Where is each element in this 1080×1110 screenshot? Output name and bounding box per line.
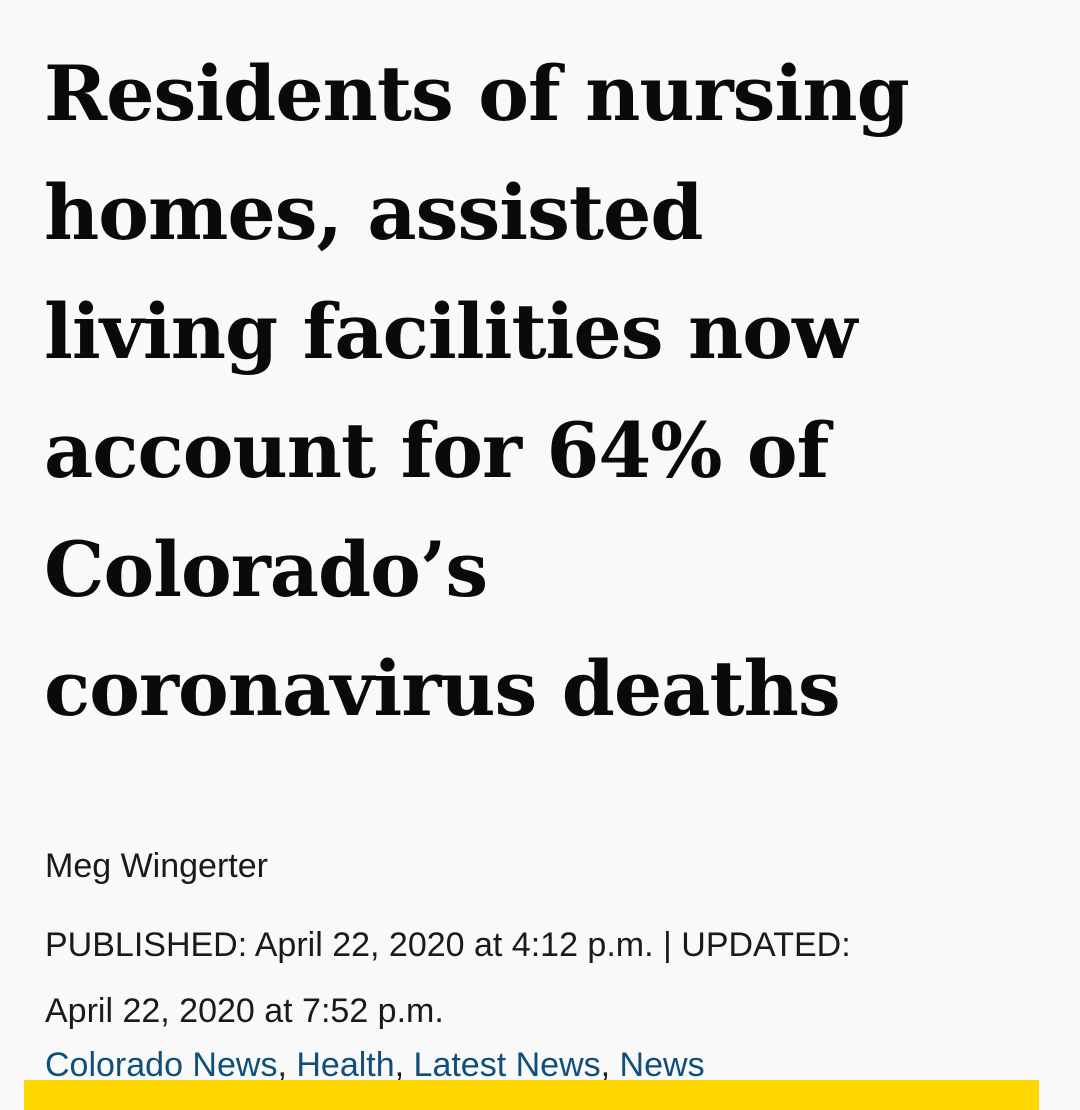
article-headline: Residents of nursing homes, assisted liv… bbox=[44, 34, 1044, 748]
accent-bar bbox=[24, 1080, 1039, 1110]
category-link-health[interactable]: Health bbox=[296, 1046, 395, 1084]
category-link-news[interactable]: News bbox=[619, 1046, 705, 1084]
dateline-updated: April 22, 2020 at 7:52 p.m. bbox=[45, 992, 444, 1030]
article-header: Residents of nursing homes, assisted liv… bbox=[44, 34, 1044, 748]
category-link-latest-news[interactable]: Latest News bbox=[413, 1046, 601, 1084]
category-link-colorado-news[interactable]: Colorado News bbox=[45, 1046, 278, 1084]
author-byline[interactable]: Meg Wingerter bbox=[45, 847, 268, 885]
headline-line: Residents of nursing bbox=[44, 49, 910, 138]
publish-dateline: PUBLISHED: April 22, 2020 at 4:12 p.m. |… bbox=[45, 912, 1035, 1044]
headline-line: account for 64% of bbox=[44, 406, 829, 495]
headline-line: coronavirus deaths bbox=[44, 644, 841, 733]
category-links: Colorado News, Health, Latest News, News bbox=[45, 1043, 705, 1087]
category-separator: , bbox=[600, 1046, 620, 1084]
headline-line: living facilities now bbox=[44, 287, 857, 376]
category-separator: , bbox=[277, 1046, 297, 1084]
headline-line: Colorado’s bbox=[44, 525, 488, 614]
category-separator: , bbox=[394, 1046, 414, 1084]
dateline-published: PUBLISHED: April 22, 2020 at 4:12 p.m. |… bbox=[45, 926, 851, 964]
headline-line: homes, assisted bbox=[44, 168, 704, 257]
